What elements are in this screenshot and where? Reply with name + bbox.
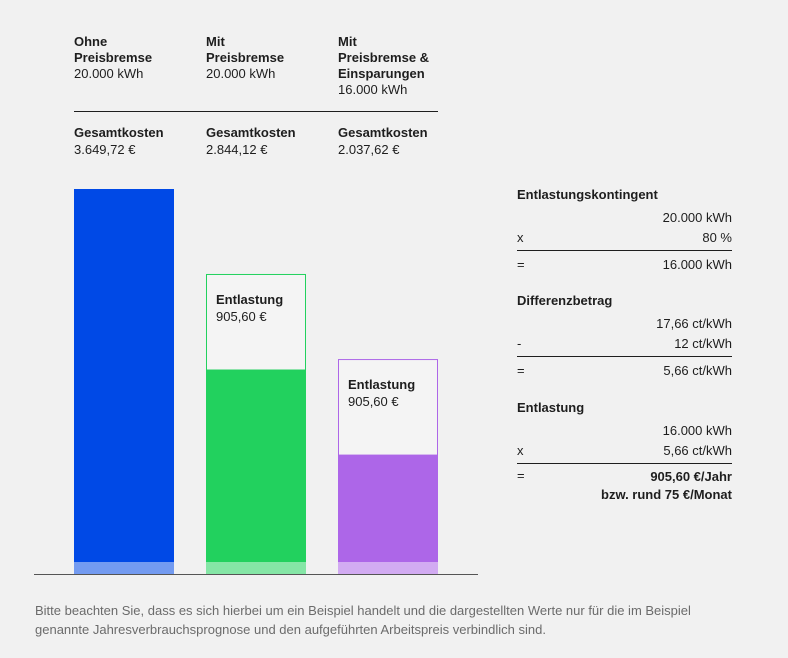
bar-chart: Entlastung 905,60 € Entlastung 905,60 € <box>34 189 478 575</box>
relief-box <box>338 359 438 456</box>
calc-line: 16.000 kWh <box>662 423 732 438</box>
bar-base-strip <box>206 562 306 574</box>
calc-divider <box>517 356 732 357</box>
column-name: Mit Preisbremse & Einsparungen <box>338 34 430 81</box>
header-divider <box>74 111 438 112</box>
calc-line: 80 % <box>702 230 732 245</box>
column-kwh: 20.000 kWh <box>74 66 144 81</box>
column-kwh: 20.000 kWh <box>206 66 276 81</box>
total-cost-1: Gesamtkosten 3.649,72 € <box>74 124 204 158</box>
calc-kontingent: Entlastungskontingent 20.000 kWh x 80 % =… <box>517 187 732 275</box>
calc-result: 16.000 kWh <box>662 257 732 272</box>
relief-value: 905,60 € <box>216 309 267 324</box>
bar <box>74 189 174 574</box>
calc-operator: = <box>517 363 525 378</box>
total-cost-value: 2.037,62 € <box>338 142 400 157</box>
total-cost-label: Gesamtkosten <box>206 125 296 140</box>
column-header-3: Mit Preisbremse & Einsparungen 16.000 kW… <box>338 34 468 98</box>
relief-label: Entlastung <box>348 377 415 392</box>
calc-title: Entlastungskontingent <box>517 187 658 202</box>
calc-operator: x <box>517 443 524 458</box>
column-header-2: Mit Preisbremse 20.000 kWh <box>206 34 336 82</box>
column-name: Mit Preisbremse <box>206 34 285 65</box>
total-cost-2: Gesamtkosten 2.844,12 € <box>206 124 336 158</box>
total-cost-3: Gesamtkosten 2.037,62 € <box>338 124 468 158</box>
calc-line: 5,66 ct/kWh <box>663 443 732 458</box>
footnote: Bitte beachten Sie, dass es sich hierbei… <box>35 603 691 637</box>
calc-operator: x <box>517 230 524 245</box>
calc-result-monthly: bzw. rund 75 €/Monat <box>601 487 732 502</box>
bar-base-strip <box>338 562 438 574</box>
total-cost-label: Gesamtkosten <box>338 125 428 140</box>
calc-title: Differenzbetrag <box>517 293 613 308</box>
total-cost-label: Gesamtkosten <box>74 125 164 140</box>
bar <box>206 369 306 574</box>
relief-value: 905,60 € <box>348 394 399 409</box>
calc-divider <box>517 463 732 464</box>
calc-result: 905,60 €/Jahr <box>650 469 732 484</box>
relief-label: Entlastung <box>216 292 283 307</box>
total-cost-value: 3.649,72 € <box>74 142 136 157</box>
calc-line: 17,66 ct/kWh <box>656 316 732 331</box>
bar-base-strip <box>74 562 174 574</box>
calc-operator: - <box>517 336 522 351</box>
column-name: Ohne Preisbremse <box>74 34 153 65</box>
calc-differenz: Differenzbetrag 17,66 ct/kWh -12 ct/kWh … <box>517 293 732 381</box>
relief-box <box>206 273 306 371</box>
calc-title: Entlastung <box>517 400 585 415</box>
total-cost-value: 2.844,12 € <box>206 142 268 157</box>
calc-line: 20.000 kWh <box>662 210 732 225</box>
calc-result: 5,66 ct/kWh <box>663 363 732 378</box>
column-header-1: Ohne Preisbremse 20.000 kWh <box>74 34 204 82</box>
calc-operator: = <box>517 257 525 272</box>
calc-divider <box>517 250 732 251</box>
bar <box>338 454 438 574</box>
calc-line: 12 ct/kWh <box>674 336 732 351</box>
calc-entlastung: Entlastung 16.000 kWh x 5,66 ct/kWh = 905… <box>517 400 732 504</box>
column-kwh: 16.000 kWh <box>338 82 408 97</box>
calc-operator: = <box>517 468 525 483</box>
